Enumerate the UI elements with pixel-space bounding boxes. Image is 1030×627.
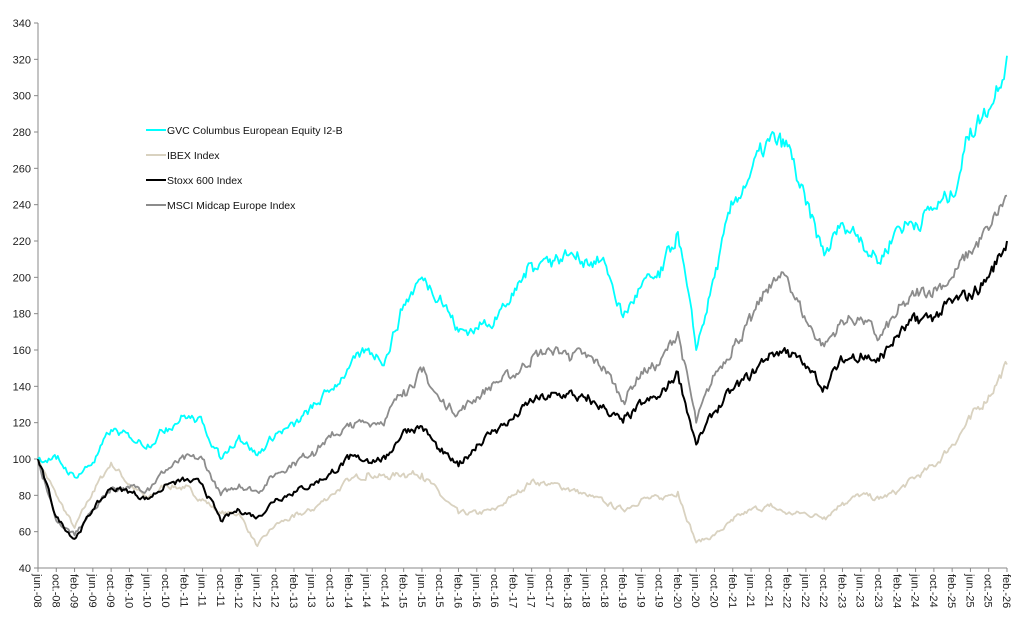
y-tick-label: 320: [13, 54, 31, 66]
y-tick-label: 60: [19, 527, 31, 539]
x-tick-label: oct.-08: [49, 574, 61, 608]
x-tick-label: feb.-13: [287, 574, 299, 608]
x-tick-label: oct.-09: [104, 574, 116, 608]
x-tick-label: feb.-10: [122, 574, 134, 608]
legend-item: GVC Columbus European Equity I2-B: [146, 125, 343, 137]
x-tick-label: oct.-13: [324, 574, 336, 608]
x-tick-label: oct.-20: [707, 574, 719, 608]
y-tick-label: 100: [13, 454, 31, 466]
x-tick-label: oct.-22: [817, 574, 829, 608]
x-tick-label: feb.-15: [397, 574, 409, 608]
y-tick-label: 140: [13, 381, 31, 393]
x-tick-label: jun.-12: [250, 573, 262, 608]
legend-label: IBEX Index: [167, 150, 220, 162]
x-tick-label: jun.-24: [909, 573, 921, 608]
x-tick-label: oct.-16: [488, 574, 500, 608]
x-tick-label: feb.-14: [342, 574, 354, 608]
x-tick-label: jun.-09: [86, 573, 98, 608]
x-tick-label: feb.-22: [781, 574, 793, 608]
y-tick-label: 160: [13, 345, 31, 357]
y-tick-label: 300: [13, 91, 31, 103]
legend: GVC Columbus European Equity I2-B IBEX In…: [146, 125, 343, 212]
x-tick-label: jun.-08: [31, 573, 43, 608]
x-tick-label: oct.-14: [378, 574, 390, 608]
x-tick-label: feb.-09: [68, 574, 80, 608]
x-tick-label: jun.-20: [689, 573, 701, 608]
legend-item: MSCI Midcap Europe Index: [146, 200, 296, 212]
x-tick-label: jun.-23: [854, 573, 866, 608]
y-tick-label: 120: [13, 418, 31, 430]
x-tick-label: oct.-11: [214, 574, 226, 607]
series-lines: [37, 55, 1008, 548]
x-tick-label: jun.-25: [963, 573, 975, 608]
x-axis: jun.-08 oct.-08 feb.-09 jun.-09 oct.-09 feb.-…: [31, 567, 1012, 608]
x-tick-label: oct.-15: [433, 574, 445, 608]
legend-label: Stoxx 600 Index: [167, 175, 243, 187]
x-tick-label: feb.-20: [671, 574, 683, 608]
x-tick-label: jun.-11: [196, 573, 208, 607]
x-tick-label: oct.-12: [269, 574, 281, 608]
x-tick-label: feb.-26: [1000, 574, 1012, 608]
x-tick-label: oct.-17: [543, 574, 555, 608]
y-tick-label: 280: [13, 127, 31, 139]
y-tick-label: 180: [13, 309, 31, 321]
y-tick-label: 200: [13, 272, 31, 284]
x-tick-label: oct.-23: [872, 574, 884, 608]
y-tick-label: 240: [13, 200, 31, 212]
x-tick-label: oct.-10: [159, 574, 171, 608]
x-tick-label: feb.-11: [177, 574, 189, 607]
x-tick-label: jun.-18: [579, 573, 591, 608]
series-line-gvc-columbus-european-equity-i2-b: [37, 55, 1008, 479]
x-tick-label: jun.-16: [470, 573, 482, 608]
x-tick-label: feb.-25: [945, 574, 957, 608]
x-tick-label: feb.-19: [616, 574, 628, 608]
x-tick-label: oct.-19: [653, 574, 665, 608]
x-tick-label: feb.-24: [890, 574, 902, 608]
x-tick-label: jun.-10: [141, 573, 153, 608]
legend-label: MSCI Midcap Europe Index: [167, 200, 296, 212]
x-tick-label: feb.-23: [835, 574, 847, 608]
legend-item: IBEX Index: [146, 150, 220, 162]
x-tick-label: feb.-17: [506, 574, 518, 608]
x-tick-label: feb.-18: [561, 574, 573, 608]
x-tick-label: oct.-24: [927, 574, 939, 608]
x-tick-label: feb.-16: [452, 574, 464, 608]
legend-label: GVC Columbus European Equity I2-B: [167, 125, 343, 137]
x-tick-label: jun.-22: [799, 573, 811, 608]
x-tick-label: jun.-21: [744, 573, 756, 608]
y-tick-label: 80: [19, 490, 31, 502]
series-line-stoxx-600-index: [37, 240, 1008, 540]
series-line-ibex-index: [37, 360, 1008, 548]
y-tick-label: 340: [13, 18, 31, 30]
y-tick-label: 220: [13, 236, 31, 248]
x-tick-label: oct.-25: [982, 574, 994, 608]
x-tick-label: jun.-17: [525, 573, 537, 608]
x-tick-label: feb.-21: [726, 574, 738, 608]
x-tick-label: jun.-15: [415, 573, 427, 608]
x-tick-label: oct.-21: [762, 574, 774, 608]
x-tick-label: jun.-14: [360, 573, 372, 608]
y-axis: 40 60 80 100 120 140 160 180 200 220 240 260 280 300 3…: [13, 18, 39, 575]
series-line-msci-midcap-europe-index: [37, 194, 1008, 537]
legend-item: Stoxx 600 Index: [146, 175, 243, 187]
x-tick-label: feb.-12: [232, 574, 244, 608]
x-tick-label: jun.-13: [305, 573, 317, 608]
y-tick-label: 260: [13, 163, 31, 175]
y-tick-label: 40: [19, 563, 31, 575]
x-tick-label: oct.-18: [598, 574, 610, 608]
x-tick-label: jun.-19: [634, 573, 646, 608]
